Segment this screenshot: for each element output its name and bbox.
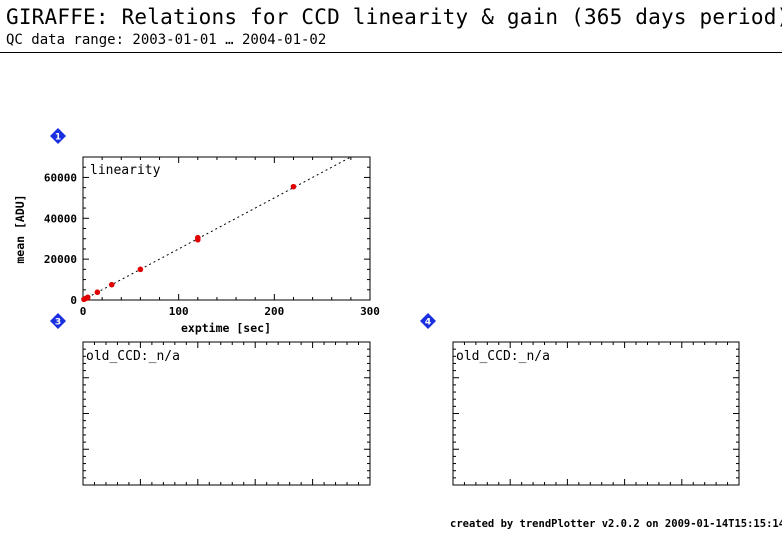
linearity-x-axis-label: exptime [sec] [181, 321, 271, 335]
linearity-axis-ticks: 0 100 200 300 0 20000 40000 60000 [44, 156, 380, 318]
panel-1-number: 1 [55, 133, 61, 143]
linearity-plot-frame [82, 156, 371, 301]
panel-4-axis-ticks [452, 341, 740, 486]
panel-4-title: old_CCD:_n/a [456, 349, 550, 364]
page-title: GIRAFFE: Relations for CCD linearity & g… [6, 5, 782, 29]
panel-4-number: 4 [425, 318, 431, 328]
panel-3-number: 3 [55, 318, 61, 328]
fit-line [82, 156, 352, 301]
data-point [290, 183, 297, 190]
data-point [94, 289, 101, 296]
panel-4: 4 old_CCD:_n/a [420, 313, 740, 486]
data-point [84, 294, 91, 301]
panel-4-badge[interactable]: 4 [420, 313, 436, 329]
panel-3-axis-ticks [82, 341, 371, 486]
y-tick-label: 0 [70, 294, 77, 307]
y-tick-label: 60000 [44, 171, 77, 184]
diamond-badge-icon [50, 128, 66, 144]
y-tick-label: 20000 [44, 253, 77, 266]
panel-1-badge[interactable]: 1 [50, 128, 66, 144]
data-point [195, 234, 201, 241]
x-tick-label: 200 [264, 305, 284, 318]
y-tick-label: 40000 [44, 212, 77, 225]
linearity-y-axis-label: mean [ADU] [13, 194, 27, 263]
credit-footer: created by trendPlotter v2.0.2 on 2009-0… [450, 518, 782, 530]
panel-3-title: old_CCD:_n/a [86, 349, 180, 364]
x-tick-label: 100 [169, 305, 189, 318]
panel-3-badge[interactable]: 3 [50, 313, 66, 329]
linearity-fit-line [82, 156, 352, 301]
data-point [108, 281, 115, 288]
panel-3: 3 old_CCD:_n/a [50, 313, 371, 486]
x-tick-label: 300 [360, 305, 380, 318]
diamond-badge-icon [50, 313, 66, 329]
data-point [137, 266, 144, 273]
diamond-badge-icon [420, 313, 436, 329]
header-divider [0, 52, 782, 53]
x-tick-label: 0 [80, 305, 87, 318]
qc-date-range: QC data range: 2003-01-01 … 2004-01-02 [6, 32, 327, 48]
linearity-points [81, 183, 297, 303]
linearity-title: linearity [90, 163, 161, 178]
panel-linearity: 1 0 100 200 300 0 20000 40000 60000 linearity e… [13, 128, 380, 335]
